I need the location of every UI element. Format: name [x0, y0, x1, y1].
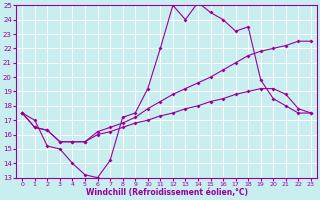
X-axis label: Windchill (Refroidissement éolien,°C): Windchill (Refroidissement éolien,°C): [85, 188, 248, 197]
